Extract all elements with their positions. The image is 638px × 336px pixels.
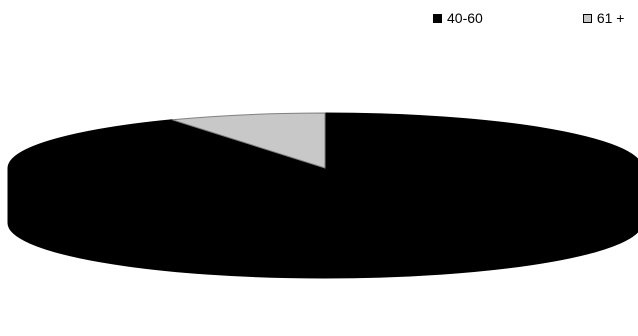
legend-swatch-61-plus xyxy=(582,13,592,23)
legend: 40-60 61 + xyxy=(433,10,624,26)
legend-item-40-60: 40-60 xyxy=(433,10,483,26)
legend-label-40-60: 40-60 xyxy=(447,10,483,26)
legend-swatch-40-60 xyxy=(433,13,442,23)
pie-slice-0 xyxy=(7,112,638,224)
legend-item-61-plus: 61 + xyxy=(582,10,625,26)
pie-top xyxy=(7,112,638,224)
legend-label-61-plus: 61 + xyxy=(596,10,625,26)
pie-slice-1 xyxy=(172,112,326,169)
